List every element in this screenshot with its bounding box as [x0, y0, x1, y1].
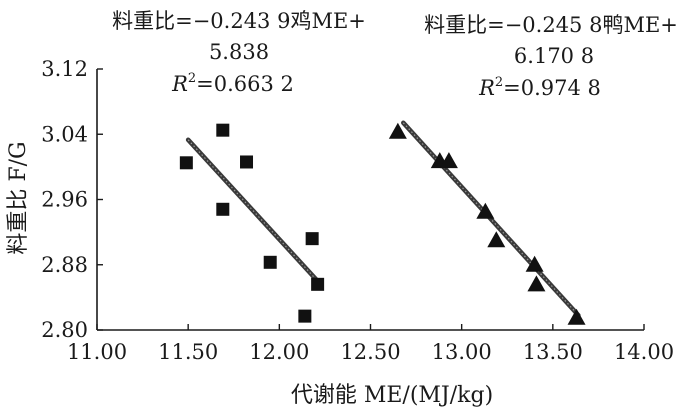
x-tick-label: 13.50: [523, 340, 583, 364]
r2-value: =0.663 2: [196, 72, 294, 96]
equation-duck-r2: R2=0.974 8: [478, 75, 601, 100]
data-point-triangle: [525, 255, 544, 272]
x-axis-label: 代谢能 ME/(MJ/kg): [291, 383, 493, 408]
x-tick-label: 12.00: [249, 340, 309, 364]
r2-symbol: R: [478, 76, 495, 100]
y-tick-label: 2.88: [41, 253, 88, 277]
data-point-square: [311, 277, 325, 291]
equation-duck-line2: 6.170 8: [514, 44, 594, 68]
data-point-triangle: [487, 231, 506, 248]
r2-superscript: 2: [188, 71, 196, 86]
data-point-square: [298, 309, 312, 323]
x-tick-label: 11.00: [67, 340, 127, 364]
data-point-triangle: [388, 122, 407, 139]
data-point-square: [305, 232, 319, 246]
x-ticks: 11.00 11.50 12.00 12.50 13.00 13.50 14.00: [67, 324, 674, 364]
equation-chicken-line1: 料重比=−0.243 9鸡ME+: [112, 9, 366, 33]
data-point-square: [263, 255, 277, 269]
equation-duck: 料重比=−0.245 8鸭ME+ 6.170 8 R2=0.974 8: [424, 13, 678, 100]
y-tick-label: 2.80: [41, 318, 88, 342]
data-point-square: [216, 202, 230, 216]
r2-value: =0.974 8: [503, 76, 601, 100]
equation-chicken-line2: 5.838: [209, 40, 269, 64]
y-tick-label: 3.04: [41, 122, 88, 146]
data-point-square: [216, 123, 230, 137]
x-tick-label: 14.00: [614, 340, 674, 364]
data-point-triangle: [476, 202, 495, 219]
data-points: [179, 122, 586, 325]
x-tick-label: 13.00: [432, 340, 492, 364]
equation-chicken-r2: R2=0.663 2: [171, 71, 294, 96]
data-point-square: [240, 155, 254, 169]
r2-symbol: R: [171, 72, 188, 96]
data-point-triangle: [439, 152, 458, 169]
data-point-square: [179, 156, 193, 170]
equation-chicken: 料重比=−0.243 9鸡ME+ 5.838 R2=0.663 2: [112, 9, 366, 96]
fit-lines: [185, 120, 581, 318]
y-axis-label: 料重比 F/G: [6, 141, 31, 254]
y-tick-label: 3.12: [41, 57, 88, 81]
axes: [96, 69, 644, 331]
equation-duck-line1: 料重比=−0.245 8鸭ME+: [424, 13, 678, 37]
y-tick-label: 2.96: [41, 188, 88, 212]
r2-superscript: 2: [495, 75, 503, 90]
fit-line-1-texture: [402, 122, 579, 316]
fit-line-0: [185, 137, 320, 284]
y-ticks: 2.80 2.88 2.96 3.04 3.12: [41, 57, 103, 342]
data-point-triangle: [527, 275, 546, 292]
x-tick-label: 12.50: [340, 340, 400, 364]
x-tick-label: 11.50: [158, 340, 218, 364]
data-point-triangle: [567, 308, 586, 325]
